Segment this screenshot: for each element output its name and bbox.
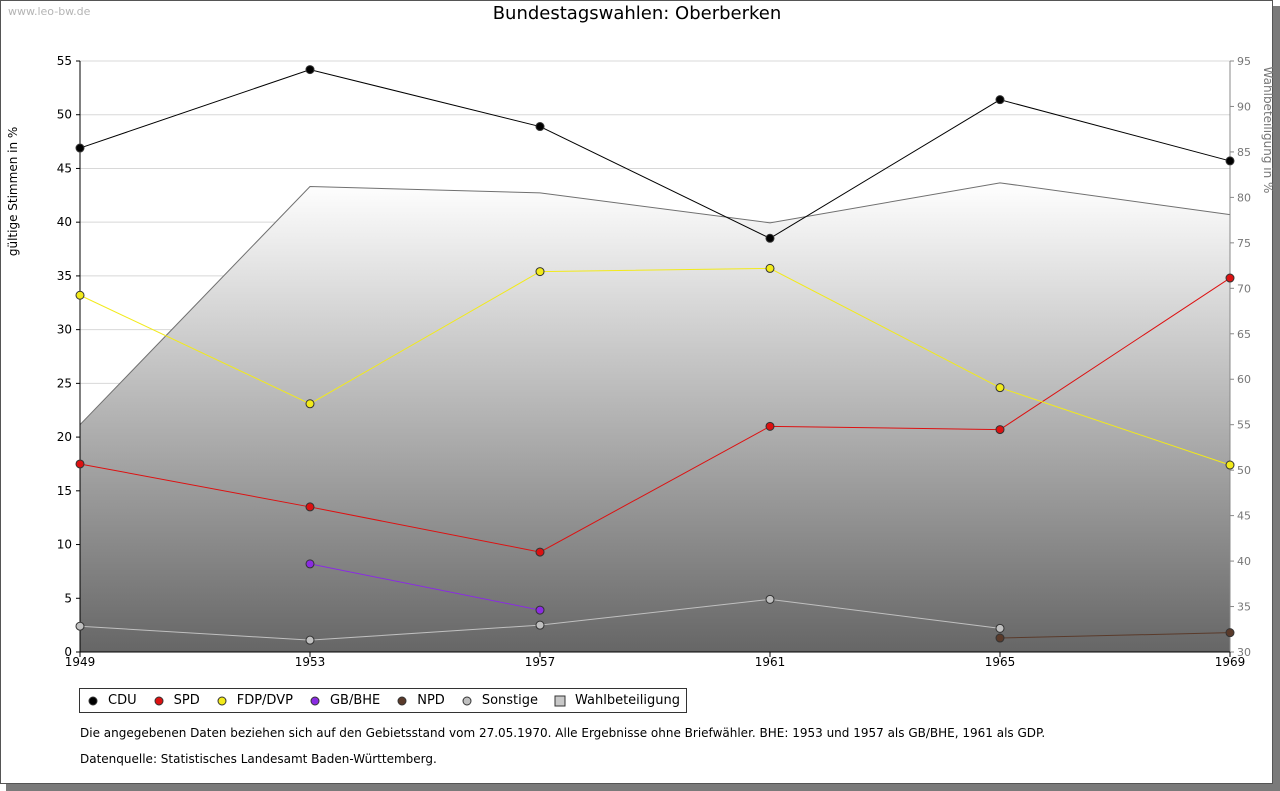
legend-label: FDP/DVP — [236, 693, 293, 708]
legend-label: CDU — [108, 693, 137, 708]
data-point-spd — [995, 425, 1005, 435]
y-tick-label: 10 — [57, 538, 72, 552]
series-line-fdp-dvp — [79, 267, 1231, 466]
legend-item-gb-bhe: GB/BHE — [308, 693, 380, 708]
chart-legend: CDU SPD FDP/DVP GB/BHE NPD Sonstige Wahlbeteil… — [79, 688, 688, 713]
y-axis-label-right: Wahlbeteiligung in % — [1261, 67, 1275, 194]
x-tick-label: 1965 — [985, 655, 1016, 669]
y-right-tick-label: 80 — [1237, 191, 1251, 204]
series-line-spd — [79, 277, 1231, 553]
legend-swatch — [152, 694, 166, 708]
y-right-tick-label: 35 — [1237, 601, 1251, 614]
legend-label: Sonstige — [481, 693, 538, 708]
frame-shadow-right — [1273, 6, 1280, 791]
legend-label: NPD — [417, 693, 445, 708]
legend-label: Wahlbeteiligung — [575, 693, 681, 708]
turnout-line — [79, 182, 1231, 426]
data-point-gb-bhe — [535, 605, 545, 615]
data-point-fdp-dvp — [1225, 460, 1235, 470]
data-point-fdp-dvp — [75, 290, 85, 300]
legend-item-spd: SPD — [152, 693, 200, 708]
x-tick-label: 1969 — [1215, 655, 1246, 669]
legend-item-npd: NPD — [395, 693, 445, 708]
y-tick-label: 5 — [64, 591, 72, 605]
chart-title: Bundestagswahlen: Oberberken — [492, 3, 782, 24]
data-point-npd — [1225, 628, 1235, 638]
data-point-sonstige — [765, 594, 775, 604]
legend-item-sonstige: Sonstige — [460, 693, 538, 708]
data-point-fdp-dvp — [995, 383, 1005, 393]
legend-swatch — [308, 694, 322, 708]
legend-swatch — [215, 694, 229, 708]
x-tick-label: 1949 — [65, 655, 96, 669]
data-point-spd — [535, 547, 545, 557]
legend-item-wahlbeteiligung: Wahlbeteiligung — [553, 693, 680, 708]
data-point-sonstige — [305, 635, 315, 645]
y-tick-label: 25 — [57, 376, 72, 390]
y-right-tick-label: 55 — [1237, 419, 1251, 432]
y-tick-label: 50 — [57, 108, 72, 122]
y-tick-label: 30 — [57, 323, 72, 337]
x-tick-label: 1957 — [525, 655, 556, 669]
watermark: www.leo-bw.de — [8, 5, 91, 18]
x-tick-label: 1961 — [755, 655, 786, 669]
data-point-cdu — [995, 95, 1005, 105]
y-tick-label: 20 — [57, 430, 72, 444]
data-point-sonstige — [995, 623, 1005, 633]
y-tick-label: 35 — [57, 269, 72, 283]
data-note: Die angegebenen Daten beziehen sich auf … — [80, 726, 1046, 740]
turnout-area — [80, 182, 1230, 653]
y-right-tick-label: 65 — [1237, 328, 1251, 341]
frame-shadow-bottom — [6, 784, 1280, 791]
data-point-sonstige — [535, 620, 545, 630]
y-right-tick-label: 75 — [1237, 237, 1251, 250]
y-right-tick-label: 40 — [1237, 555, 1251, 568]
legend-swatch — [460, 694, 474, 708]
data-point-fdp-dvp — [535, 267, 545, 277]
x-tick-label: 1953 — [295, 655, 326, 669]
y-right-tick-label: 30 — [1237, 646, 1251, 659]
data-point-sonstige — [75, 621, 85, 631]
y-right-tick-label: 50 — [1237, 464, 1251, 477]
y-right-tick-label: 90 — [1237, 100, 1251, 113]
data-point-cdu — [535, 122, 545, 132]
legend-label: GB/BHE — [329, 693, 381, 708]
y-tick-label: 45 — [57, 161, 72, 175]
series-line-cdu — [79, 69, 1231, 239]
data-point-spd — [765, 421, 775, 431]
data-point-spd — [75, 459, 85, 469]
data-point-fdp-dvp — [765, 263, 775, 273]
source-note: Datenquelle: Statistisches Landesamt Bad… — [80, 752, 437, 766]
series-line-npd — [999, 632, 1231, 639]
y-tick-label: 55 — [57, 54, 72, 68]
series-line-gb-bhe — [309, 563, 541, 611]
y-right-tick-label: 60 — [1237, 373, 1251, 386]
y-tick-label: 0 — [64, 645, 72, 659]
data-point-cdu — [305, 65, 315, 75]
data-point-gb-bhe — [305, 559, 315, 569]
data-point-fdp-dvp — [305, 399, 315, 409]
y-axis-label: gültige Stimmen in % — [6, 127, 20, 256]
legend-swatch — [86, 694, 100, 708]
y-right-tick-label: 70 — [1237, 282, 1251, 295]
data-point-cdu — [75, 143, 85, 153]
y-tick-label: 40 — [57, 215, 72, 229]
y-tick-label: 15 — [57, 484, 72, 498]
y-right-tick-label: 95 — [1237, 55, 1251, 68]
legend-label: SPD — [173, 693, 200, 708]
legend-item-fdp-dvp: FDP/DVP — [215, 693, 293, 708]
data-point-cdu — [1225, 156, 1235, 166]
data-point-spd — [305, 502, 315, 512]
legend-item-cdu: CDU — [86, 693, 137, 708]
data-point-npd — [995, 633, 1005, 643]
data-point-spd — [1225, 273, 1235, 283]
data-point-cdu — [765, 233, 775, 243]
legend-swatch — [395, 694, 409, 708]
legend-swatch — [553, 694, 567, 708]
y-right-tick-label: 85 — [1237, 146, 1251, 159]
y-right-tick-label: 45 — [1237, 510, 1251, 523]
